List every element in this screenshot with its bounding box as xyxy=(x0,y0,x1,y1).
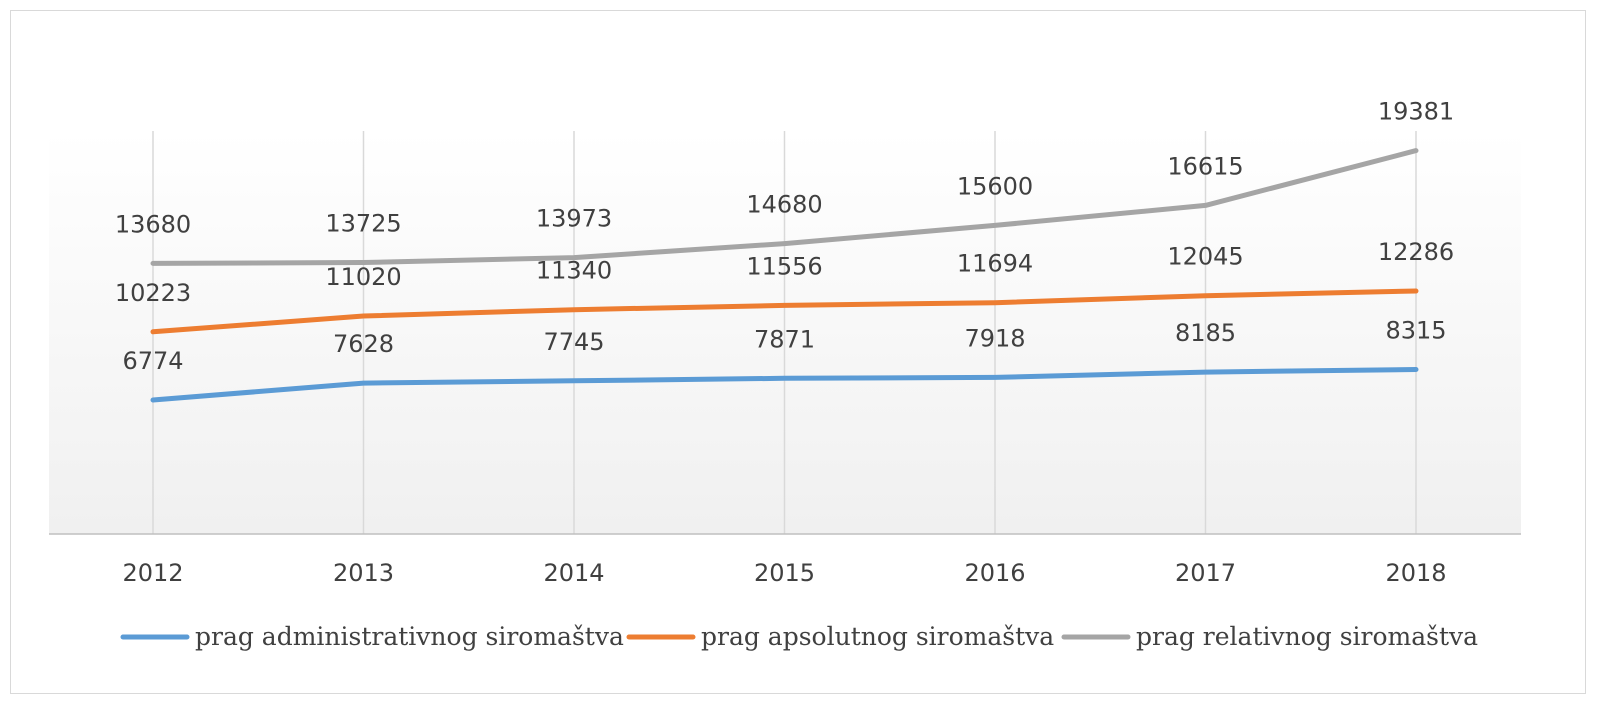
data-label-s2-2018: 12286 xyxy=(1378,238,1454,266)
data-label-s3-2018: 19381 xyxy=(1378,98,1454,126)
data-label-s2-2013: 11020 xyxy=(325,263,401,291)
chart-frame: 6774 7628 7745 7871 7918 8185 8315 10223 11020 11… xyxy=(10,10,1586,694)
data-label-s3-2017: 16615 xyxy=(1167,152,1243,180)
data-label-s2-2014: 11340 xyxy=(536,257,612,285)
data-label-s3-2015: 14680 xyxy=(746,191,822,219)
data-label-s3-2014: 13973 xyxy=(536,205,612,233)
data-label-s2-2016: 11694 xyxy=(957,250,1033,278)
legend-label-2: prag apsolutnog siromaštva xyxy=(701,622,1054,651)
line-chart: 6774 7628 7745 7871 7918 8185 8315 10223 11020 11… xyxy=(49,98,1521,651)
legend-label-1: prag administrativnog siromaštva xyxy=(195,622,624,651)
data-label-s1-2016: 7918 xyxy=(964,324,1025,352)
data-label-s1-2015: 7871 xyxy=(754,325,815,353)
data-label-s1-2013: 7628 xyxy=(333,330,394,358)
x-tick-label-2013: 2013 xyxy=(333,559,394,587)
grid-lines xyxy=(152,131,1417,534)
x-tick-label-2017: 2017 xyxy=(1175,559,1236,587)
x-tick-label-2018: 2018 xyxy=(1385,559,1446,587)
series-line-2 xyxy=(150,288,1419,335)
series-line-3 xyxy=(150,148,1419,266)
data-label-s1-2014: 7745 xyxy=(543,328,604,356)
data-label-s2-2012: 10223 xyxy=(115,279,191,307)
data-label-s1-2017: 8185 xyxy=(1175,319,1236,347)
data-labels: 6774 7628 7745 7871 7918 8185 8315 10223 11020 11… xyxy=(115,98,1454,375)
data-label-s1-2018: 8315 xyxy=(1385,317,1446,345)
x-tick-label-2012: 2012 xyxy=(122,559,183,587)
x-tick-label-2015: 2015 xyxy=(754,559,815,587)
data-label-s3-2012: 13680 xyxy=(115,210,191,238)
data-label-s3-2016: 15600 xyxy=(957,172,1033,200)
series-lines xyxy=(150,148,1419,403)
series-line-1 xyxy=(150,367,1419,403)
data-label-s1-2012: 6774 xyxy=(122,347,183,375)
x-tick-label-2014: 2014 xyxy=(543,559,604,587)
data-label-s3-2013: 13725 xyxy=(325,210,401,238)
x-tick-label-2016: 2016 xyxy=(964,559,1025,587)
legend-label-3: prag relativnog siromaštva xyxy=(1136,622,1478,651)
x-axis-tick-labels: 2012 2013 2014 2015 2016 2017 2018 xyxy=(122,559,1446,587)
data-label-s2-2017: 12045 xyxy=(1167,243,1243,271)
legend: prag administrativnog siromaštva prag aps… xyxy=(120,622,1478,651)
data-label-s2-2015: 11556 xyxy=(746,252,822,280)
